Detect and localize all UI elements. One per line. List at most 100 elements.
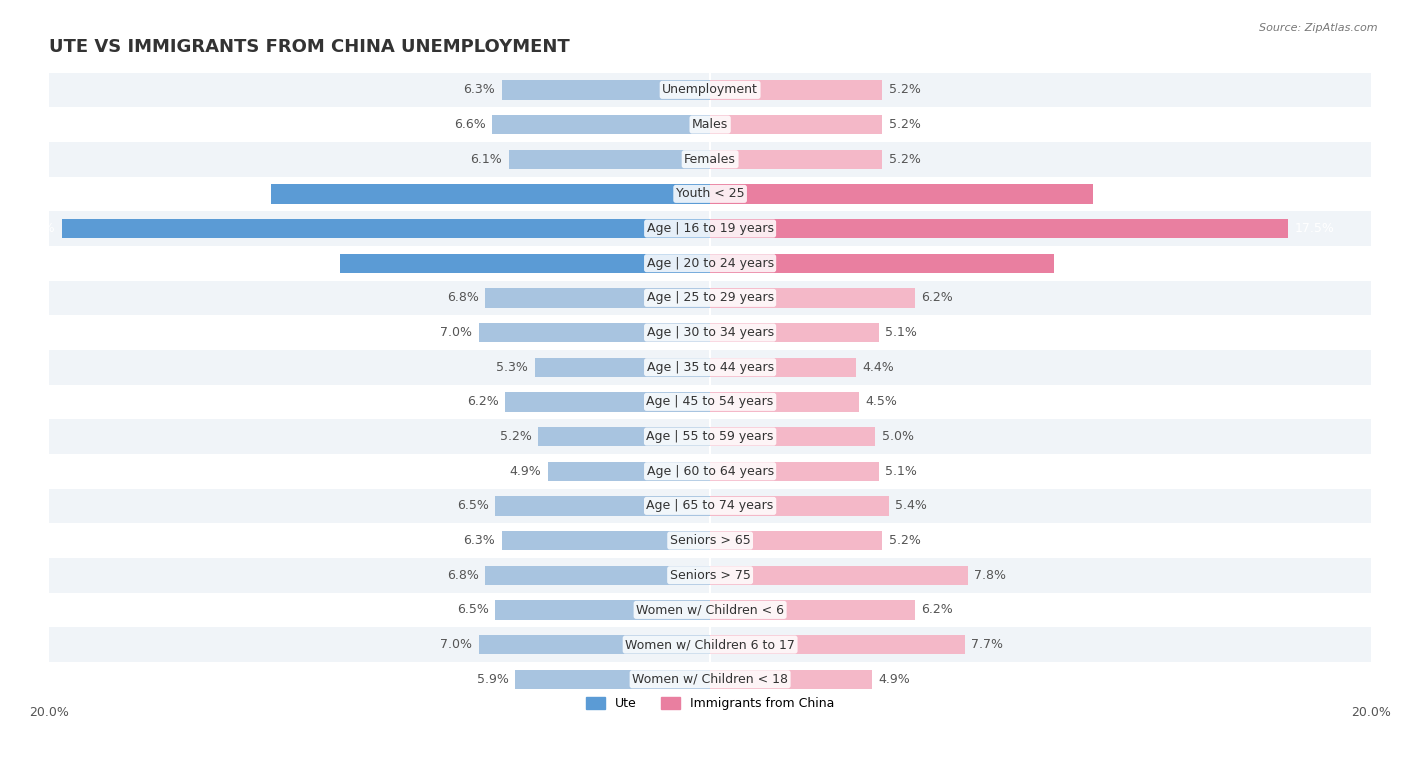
Bar (505, 392, 710, 412)
Bar (49, 281, 1371, 315)
Text: Age | 25 to 29 years: Age | 25 to 29 years (647, 291, 773, 304)
Bar (479, 322, 710, 342)
Bar (49, 593, 1371, 628)
Bar (49, 350, 1371, 385)
Bar (492, 115, 710, 134)
Bar (49, 107, 1371, 142)
Text: Age | 60 to 64 years: Age | 60 to 64 years (647, 465, 773, 478)
Bar (49, 246, 1371, 281)
Bar (710, 496, 889, 516)
Bar (710, 531, 882, 550)
Text: UTE VS IMMIGRANTS FROM CHINA UNEMPLOYMENT: UTE VS IMMIGRANTS FROM CHINA UNEMPLOYMEN… (49, 38, 569, 56)
Text: Seniors > 65: Seniors > 65 (669, 534, 751, 547)
Bar (49, 315, 1371, 350)
Bar (710, 600, 915, 620)
Text: 4.9%: 4.9% (510, 465, 541, 478)
Bar (534, 357, 710, 377)
Text: 17.5%: 17.5% (1295, 222, 1334, 235)
Bar (49, 488, 1371, 523)
Bar (710, 565, 967, 585)
Bar (710, 115, 882, 134)
Bar (710, 219, 1288, 238)
Text: Age | 20 to 24 years: Age | 20 to 24 years (647, 257, 773, 269)
Text: 5.2%: 5.2% (889, 153, 921, 166)
Text: 5.1%: 5.1% (886, 465, 917, 478)
Text: 7.7%: 7.7% (972, 638, 1004, 651)
Text: Age | 65 to 74 years: Age | 65 to 74 years (647, 500, 773, 512)
Bar (509, 149, 710, 169)
Bar (710, 392, 859, 412)
Bar (49, 385, 1371, 419)
Text: 6.3%: 6.3% (464, 534, 495, 547)
Text: Age | 30 to 34 years: Age | 30 to 34 years (647, 326, 773, 339)
Text: Source: ZipAtlas.com: Source: ZipAtlas.com (1260, 23, 1378, 33)
Bar (495, 496, 710, 516)
Bar (485, 288, 710, 307)
Bar (340, 254, 710, 273)
Bar (495, 600, 710, 620)
Text: 4.9%: 4.9% (879, 673, 911, 686)
Bar (710, 357, 855, 377)
Text: 6.2%: 6.2% (467, 395, 499, 408)
Bar (485, 565, 710, 585)
Text: 5.2%: 5.2% (499, 430, 531, 443)
Text: 6.6%: 6.6% (454, 118, 485, 131)
Bar (710, 254, 1054, 273)
Text: 5.2%: 5.2% (889, 118, 921, 131)
Text: 6.1%: 6.1% (470, 153, 502, 166)
Text: Males: Males (692, 118, 728, 131)
Text: 11.6%: 11.6% (1099, 188, 1140, 201)
Text: 6.3%: 6.3% (464, 83, 495, 96)
Text: Women w/ Children 6 to 17: Women w/ Children 6 to 17 (626, 638, 794, 651)
Text: Youth < 25: Youth < 25 (676, 188, 744, 201)
Text: Women w/ Children < 18: Women w/ Children < 18 (633, 673, 789, 686)
Bar (515, 669, 710, 689)
Bar (479, 635, 710, 654)
Text: 7.0%: 7.0% (440, 638, 472, 651)
Bar (49, 142, 1371, 176)
Text: 6.5%: 6.5% (457, 603, 489, 616)
Legend: Ute, Immigrants from China: Ute, Immigrants from China (581, 692, 839, 715)
Bar (270, 184, 710, 204)
Bar (49, 628, 1371, 662)
Text: 5.2%: 5.2% (889, 534, 921, 547)
Text: Age | 35 to 44 years: Age | 35 to 44 years (647, 361, 773, 374)
Bar (49, 176, 1371, 211)
Text: 19.6%: 19.6% (15, 222, 56, 235)
Bar (710, 149, 882, 169)
Bar (49, 558, 1371, 593)
Text: 6.2%: 6.2% (921, 603, 953, 616)
Bar (710, 427, 876, 447)
Bar (49, 73, 1371, 107)
Text: Age | 16 to 19 years: Age | 16 to 19 years (647, 222, 773, 235)
Text: 5.4%: 5.4% (896, 500, 927, 512)
Text: 5.1%: 5.1% (886, 326, 917, 339)
Bar (49, 662, 1371, 696)
Text: 6.5%: 6.5% (457, 500, 489, 512)
Text: 5.2%: 5.2% (889, 83, 921, 96)
Text: Females: Females (685, 153, 737, 166)
Text: 6.8%: 6.8% (447, 291, 479, 304)
Text: Seniors > 75: Seniors > 75 (669, 569, 751, 581)
Bar (62, 219, 710, 238)
Bar (502, 531, 710, 550)
Text: 10.4%: 10.4% (1060, 257, 1099, 269)
Bar (538, 427, 710, 447)
Text: 11.2%: 11.2% (294, 257, 333, 269)
Text: Women w/ Children < 6: Women w/ Children < 6 (636, 603, 785, 616)
Bar (710, 462, 879, 481)
Text: 7.0%: 7.0% (440, 326, 472, 339)
Text: 4.5%: 4.5% (866, 395, 897, 408)
Text: 5.3%: 5.3% (496, 361, 529, 374)
Bar (710, 80, 882, 100)
Text: 4.4%: 4.4% (862, 361, 894, 374)
Text: 13.3%: 13.3% (225, 188, 264, 201)
Bar (49, 454, 1371, 488)
Bar (710, 322, 879, 342)
Bar (710, 669, 872, 689)
Text: 6.8%: 6.8% (447, 569, 479, 581)
Bar (548, 462, 710, 481)
Text: 6.2%: 6.2% (921, 291, 953, 304)
Text: 7.8%: 7.8% (974, 569, 1007, 581)
Bar (710, 288, 915, 307)
